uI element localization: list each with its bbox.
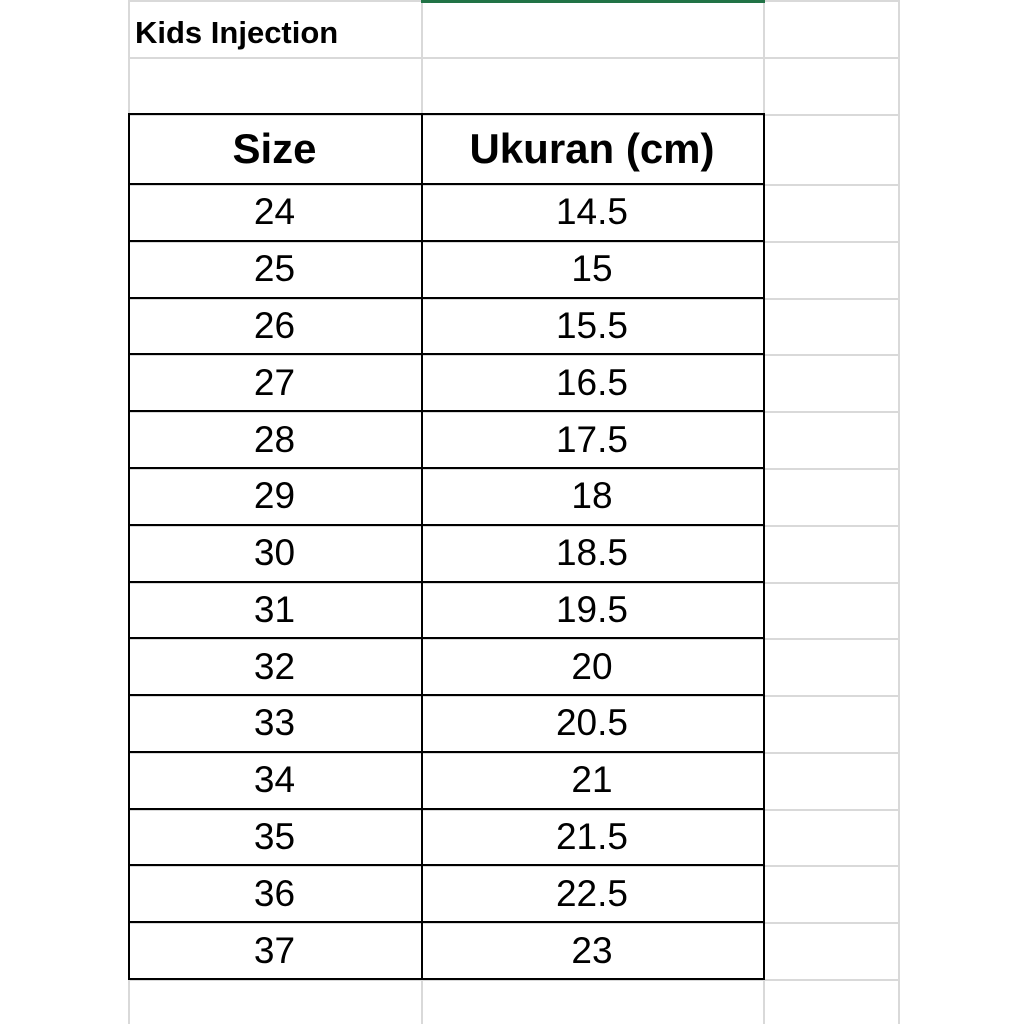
grid-line	[128, 865, 898, 868]
table-cell[interactable]: 25	[253, 248, 296, 290]
table-border	[128, 353, 765, 356]
table-cell[interactable]: 28	[253, 418, 296, 460]
grid-line	[128, 524, 898, 527]
table-cell[interactable]: 35	[253, 816, 296, 858]
table-border	[128, 466, 765, 469]
table-border	[128, 807, 765, 810]
table-cell[interactable]: 14.5	[555, 191, 628, 233]
grid-line	[128, 467, 898, 470]
table-cell[interactable]: 21.5	[555, 816, 628, 858]
table-cell[interactable]: 21	[571, 759, 613, 801]
grid-line	[128, 184, 898, 186]
table-cell[interactable]: 24	[253, 191, 296, 233]
sheet-title[interactable]: Kids Injection	[135, 14, 339, 50]
grid-line	[128, 240, 898, 243]
table-border	[128, 113, 130, 980]
selection-border	[421, 0, 765, 3]
table-border	[128, 921, 765, 924]
table-cell[interactable]: 16.5	[555, 361, 628, 403]
table-cell[interactable]: 15.5	[555, 304, 628, 346]
grid-line	[128, 354, 898, 357]
table-cell[interactable]: 20	[571, 645, 613, 687]
table-border	[128, 637, 765, 640]
table-cell[interactable]: 18	[571, 475, 613, 517]
table-cell[interactable]: 27	[253, 361, 296, 403]
table-border	[128, 183, 765, 185]
table-cell[interactable]: 34	[253, 759, 296, 801]
table-cell[interactable]: 37	[253, 929, 296, 971]
table-border	[128, 978, 765, 980]
table-cell[interactable]: 18.5	[555, 532, 628, 574]
table-cell[interactable]: 33	[253, 702, 296, 744]
table-cell[interactable]: 17.5	[555, 418, 628, 460]
grid-line	[128, 57, 898, 59]
grid-line	[128, 411, 898, 414]
table-cell[interactable]: 26	[253, 304, 296, 346]
table-border	[421, 113, 423, 980]
table-border	[128, 694, 765, 697]
table-cell[interactable]: 30	[253, 532, 296, 574]
table-cell[interactable]: 31	[253, 588, 296, 630]
grid-line	[128, 922, 898, 925]
table-border	[128, 864, 765, 867]
table-border	[763, 113, 765, 980]
table-border	[128, 239, 765, 242]
table-cell[interactable]: 15	[571, 248, 613, 290]
grid-line	[128, 751, 898, 754]
grid-line	[128, 297, 898, 300]
table-border	[128, 296, 765, 299]
grid-line	[128, 695, 898, 698]
table-cell[interactable]: 36	[253, 872, 296, 914]
grid-line	[128, 808, 898, 811]
table-border	[128, 580, 765, 583]
table-border	[128, 523, 765, 526]
table-cell[interactable]: 20.5	[555, 702, 628, 744]
table-border	[128, 410, 765, 413]
table-cell[interactable]: 19.5	[555, 588, 628, 630]
table-cell[interactable]: 29	[253, 475, 296, 517]
column-header[interactable]: Size	[232, 125, 317, 172]
table-cell[interactable]: 22.5	[555, 872, 628, 914]
column-header[interactable]: Ukuran (cm)	[469, 125, 715, 172]
grid-line	[128, 114, 898, 116]
grid-line	[128, 638, 898, 641]
grid-line	[898, 0, 900, 1024]
table-border	[128, 750, 765, 753]
table-cell[interactable]: 23	[571, 929, 613, 971]
grid-line	[128, 979, 898, 981]
table-border	[128, 113, 765, 115]
grid-line	[128, 581, 898, 584]
table-cell[interactable]: 32	[253, 645, 296, 687]
